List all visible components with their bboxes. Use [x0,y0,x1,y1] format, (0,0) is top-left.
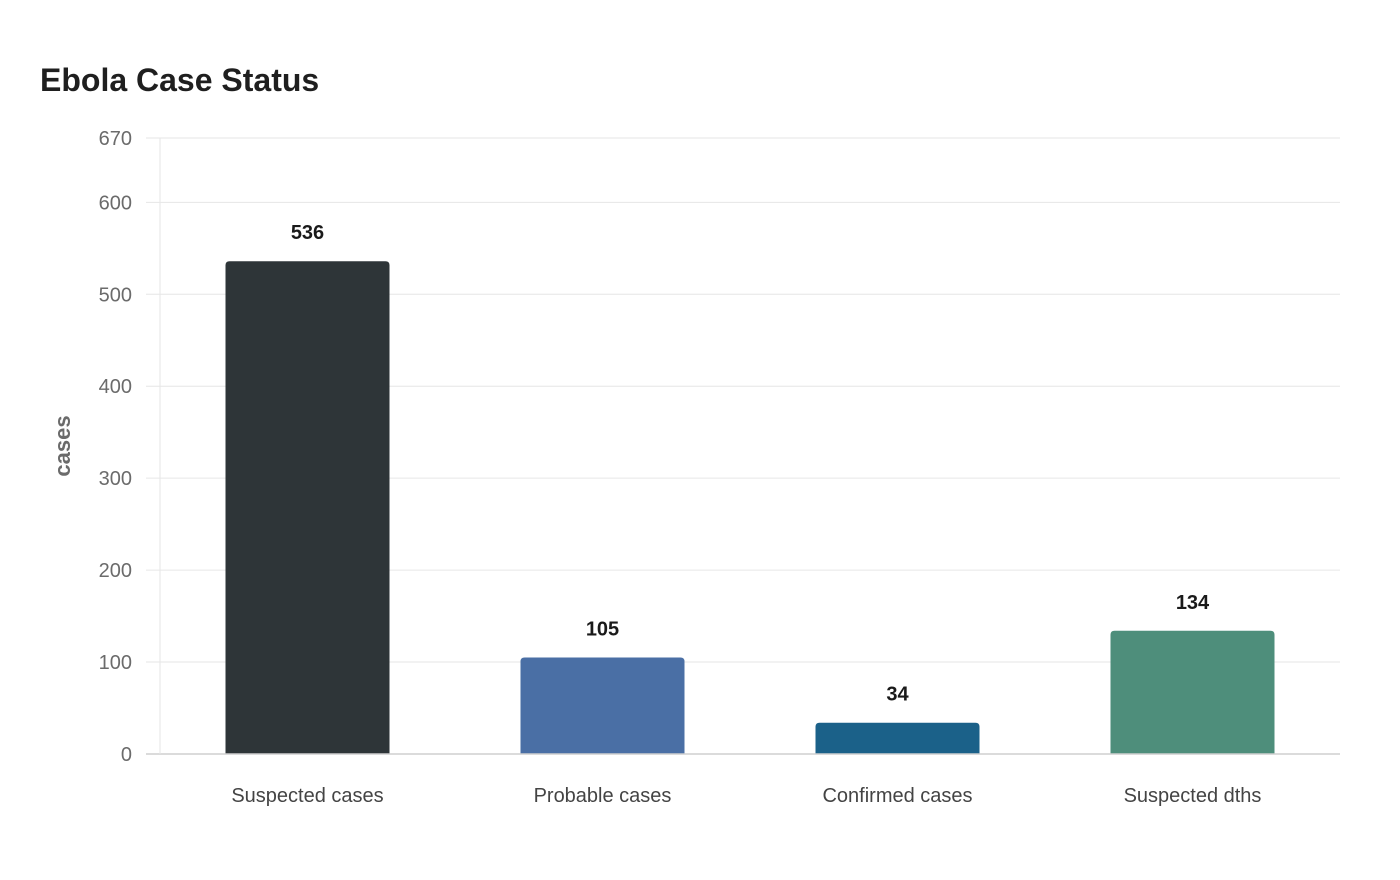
x-tick-label: Suspected dths [1124,785,1262,807]
bar-value-label: 536 [291,222,324,244]
y-tick-label: 670 [99,128,132,150]
y-tick-label: 200 [99,560,132,582]
bar-value-label: 134 [1176,592,1210,614]
bar-suspected-cases [225,261,390,754]
bar-suspected-dths [1110,630,1275,754]
labels: 0 100 200 300 400 500 600 670 536 Suspected cases… [99,128,1262,807]
x-tick-label: Suspected cases [231,785,383,807]
y-tick-label: 0 [121,744,132,766]
y-tick-label: 400 [99,376,132,398]
bar-probable-cases [520,657,685,754]
y-tick-label: 300 [99,468,132,490]
y-axis-title: cases [50,415,75,476]
y-tick-label: 500 [99,284,132,306]
bar-value-label: 34 [886,684,909,706]
y-tick-label: 600 [99,192,132,214]
x-tick-label: Probable cases [534,785,672,807]
bar-value-label: 105 [586,618,619,640]
chart-title: Ebola Case Status [40,62,320,98]
bar-confirmed-cases [815,722,980,754]
x-tick-label: Confirmed cases [822,785,972,807]
bars [225,261,1275,754]
y-tick-label: 100 [99,652,132,674]
